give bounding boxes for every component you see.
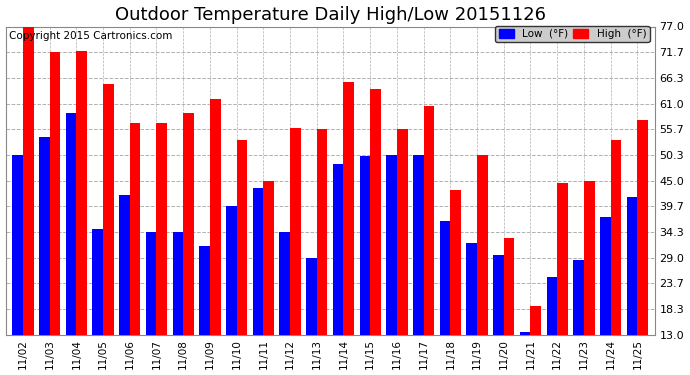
- Bar: [184, 113, 194, 334]
- Bar: [424, 106, 434, 334]
- Bar: [440, 222, 451, 334]
- Bar: [451, 190, 461, 334]
- Bar: [172, 232, 184, 334]
- Bar: [504, 238, 515, 334]
- Bar: [493, 255, 504, 334]
- Bar: [600, 217, 611, 334]
- Bar: [520, 332, 531, 334]
- Bar: [23, 27, 34, 334]
- Bar: [103, 84, 114, 334]
- Bar: [558, 183, 568, 334]
- Bar: [77, 51, 87, 334]
- Bar: [573, 260, 584, 334]
- Bar: [386, 155, 397, 334]
- Bar: [199, 246, 210, 334]
- Bar: [531, 306, 541, 334]
- Bar: [306, 258, 317, 334]
- Text: Copyright 2015 Cartronics.com: Copyright 2015 Cartronics.com: [9, 31, 172, 41]
- Bar: [50, 52, 60, 334]
- Bar: [477, 155, 488, 334]
- Bar: [66, 113, 77, 334]
- Bar: [627, 197, 638, 334]
- Bar: [226, 206, 237, 334]
- Bar: [210, 99, 221, 334]
- Bar: [92, 229, 103, 334]
- Bar: [611, 140, 621, 334]
- Legend: Low  (°F), High  (°F): Low (°F), High (°F): [495, 26, 649, 42]
- Bar: [264, 180, 274, 334]
- Bar: [119, 195, 130, 334]
- Bar: [146, 232, 157, 334]
- Bar: [344, 82, 354, 334]
- Bar: [371, 89, 381, 334]
- Bar: [279, 232, 290, 334]
- Bar: [466, 243, 477, 334]
- Bar: [237, 140, 247, 334]
- Bar: [584, 180, 595, 334]
- Bar: [290, 128, 301, 335]
- Bar: [157, 123, 167, 334]
- Bar: [546, 277, 558, 334]
- Bar: [333, 164, 344, 334]
- Bar: [397, 129, 408, 334]
- Bar: [413, 155, 424, 334]
- Bar: [638, 120, 648, 334]
- Bar: [253, 188, 264, 334]
- Bar: [39, 137, 50, 334]
- Bar: [359, 156, 371, 334]
- Bar: [317, 129, 328, 334]
- Bar: [130, 123, 141, 334]
- Title: Outdoor Temperature Daily High/Low 20151126: Outdoor Temperature Daily High/Low 20151…: [115, 6, 546, 24]
- Bar: [12, 155, 23, 334]
